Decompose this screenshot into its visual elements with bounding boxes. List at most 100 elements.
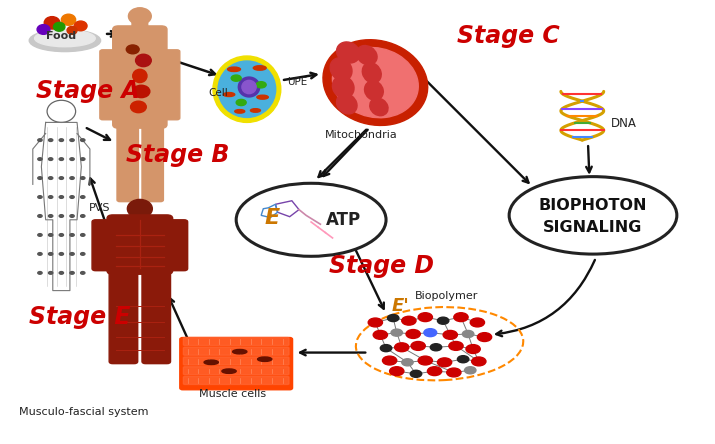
Circle shape xyxy=(38,214,42,217)
Text: E: E xyxy=(265,208,280,228)
Circle shape xyxy=(49,272,53,274)
Text: Stage E: Stage E xyxy=(29,305,131,329)
Circle shape xyxy=(81,253,85,255)
Circle shape xyxy=(231,75,241,81)
Ellipse shape xyxy=(133,69,147,83)
Circle shape xyxy=(70,177,74,179)
Circle shape xyxy=(38,177,42,179)
Ellipse shape xyxy=(236,183,386,256)
Ellipse shape xyxy=(61,14,76,25)
Circle shape xyxy=(402,316,416,325)
Circle shape xyxy=(447,368,461,377)
Circle shape xyxy=(438,317,449,324)
Circle shape xyxy=(70,139,74,142)
Circle shape xyxy=(59,196,64,198)
Ellipse shape xyxy=(29,29,101,52)
Circle shape xyxy=(59,177,64,179)
Circle shape xyxy=(38,196,42,198)
Circle shape xyxy=(59,158,64,160)
Ellipse shape xyxy=(337,94,357,114)
Ellipse shape xyxy=(133,85,150,98)
Circle shape xyxy=(59,214,64,217)
Circle shape xyxy=(418,313,433,321)
Circle shape xyxy=(38,253,42,255)
FancyBboxPatch shape xyxy=(132,22,148,33)
Text: ATP: ATP xyxy=(325,211,361,229)
Circle shape xyxy=(395,343,409,352)
FancyBboxPatch shape xyxy=(164,220,187,271)
Ellipse shape xyxy=(337,42,360,63)
Ellipse shape xyxy=(235,110,245,113)
Text: E': E' xyxy=(391,297,409,315)
Circle shape xyxy=(70,272,74,274)
Circle shape xyxy=(49,196,53,198)
Text: Stage B: Stage B xyxy=(126,143,229,167)
Ellipse shape xyxy=(131,101,147,113)
Circle shape xyxy=(388,314,399,321)
Circle shape xyxy=(70,214,74,217)
FancyBboxPatch shape xyxy=(109,266,138,364)
Ellipse shape xyxy=(136,54,152,67)
Ellipse shape xyxy=(242,80,256,94)
Circle shape xyxy=(81,196,85,198)
Ellipse shape xyxy=(127,199,152,218)
Ellipse shape xyxy=(332,48,418,118)
Ellipse shape xyxy=(34,30,95,47)
Ellipse shape xyxy=(363,63,381,83)
Text: Musculo-fascial system: Musculo-fascial system xyxy=(19,407,148,416)
Circle shape xyxy=(380,345,392,352)
Circle shape xyxy=(472,357,486,366)
Circle shape xyxy=(406,329,420,338)
Text: Stage C: Stage C xyxy=(458,24,560,48)
Circle shape xyxy=(410,370,422,377)
Circle shape xyxy=(411,341,425,350)
Text: BIOPHOTON: BIOPHOTON xyxy=(538,198,647,213)
Ellipse shape xyxy=(257,357,272,361)
FancyBboxPatch shape xyxy=(183,377,289,385)
Text: Muscle cells: Muscle cells xyxy=(199,389,266,399)
FancyBboxPatch shape xyxy=(107,215,173,274)
Circle shape xyxy=(368,318,383,327)
Circle shape xyxy=(438,358,452,367)
Circle shape xyxy=(70,234,74,236)
Circle shape xyxy=(81,234,85,236)
Circle shape xyxy=(428,367,442,376)
Circle shape xyxy=(81,214,85,217)
Circle shape xyxy=(49,214,53,217)
Ellipse shape xyxy=(204,360,218,365)
Circle shape xyxy=(38,158,42,160)
FancyBboxPatch shape xyxy=(113,26,167,128)
Text: Stage D: Stage D xyxy=(329,254,434,278)
Circle shape xyxy=(418,356,433,365)
Circle shape xyxy=(449,341,463,350)
Circle shape xyxy=(59,234,64,236)
FancyBboxPatch shape xyxy=(183,367,289,375)
Circle shape xyxy=(81,158,85,160)
Circle shape xyxy=(70,253,74,255)
Ellipse shape xyxy=(365,81,383,100)
Circle shape xyxy=(81,272,85,274)
Ellipse shape xyxy=(238,77,260,97)
FancyBboxPatch shape xyxy=(132,210,149,222)
Ellipse shape xyxy=(332,76,354,98)
Ellipse shape xyxy=(218,61,276,117)
Text: Stage A: Stage A xyxy=(36,79,140,103)
Ellipse shape xyxy=(74,21,87,31)
Circle shape xyxy=(478,333,492,341)
Circle shape xyxy=(454,313,468,321)
Circle shape xyxy=(59,272,64,274)
Circle shape xyxy=(70,196,74,198)
Text: Mitochondria: Mitochondria xyxy=(325,130,398,140)
FancyBboxPatch shape xyxy=(117,121,139,202)
Circle shape xyxy=(373,330,388,339)
Circle shape xyxy=(383,356,397,365)
Circle shape xyxy=(424,329,437,337)
FancyBboxPatch shape xyxy=(159,50,179,120)
Ellipse shape xyxy=(509,177,677,254)
Ellipse shape xyxy=(213,56,281,123)
Ellipse shape xyxy=(54,22,65,31)
Circle shape xyxy=(49,139,53,142)
FancyBboxPatch shape xyxy=(183,357,289,365)
FancyBboxPatch shape xyxy=(183,337,289,345)
Circle shape xyxy=(391,329,403,336)
